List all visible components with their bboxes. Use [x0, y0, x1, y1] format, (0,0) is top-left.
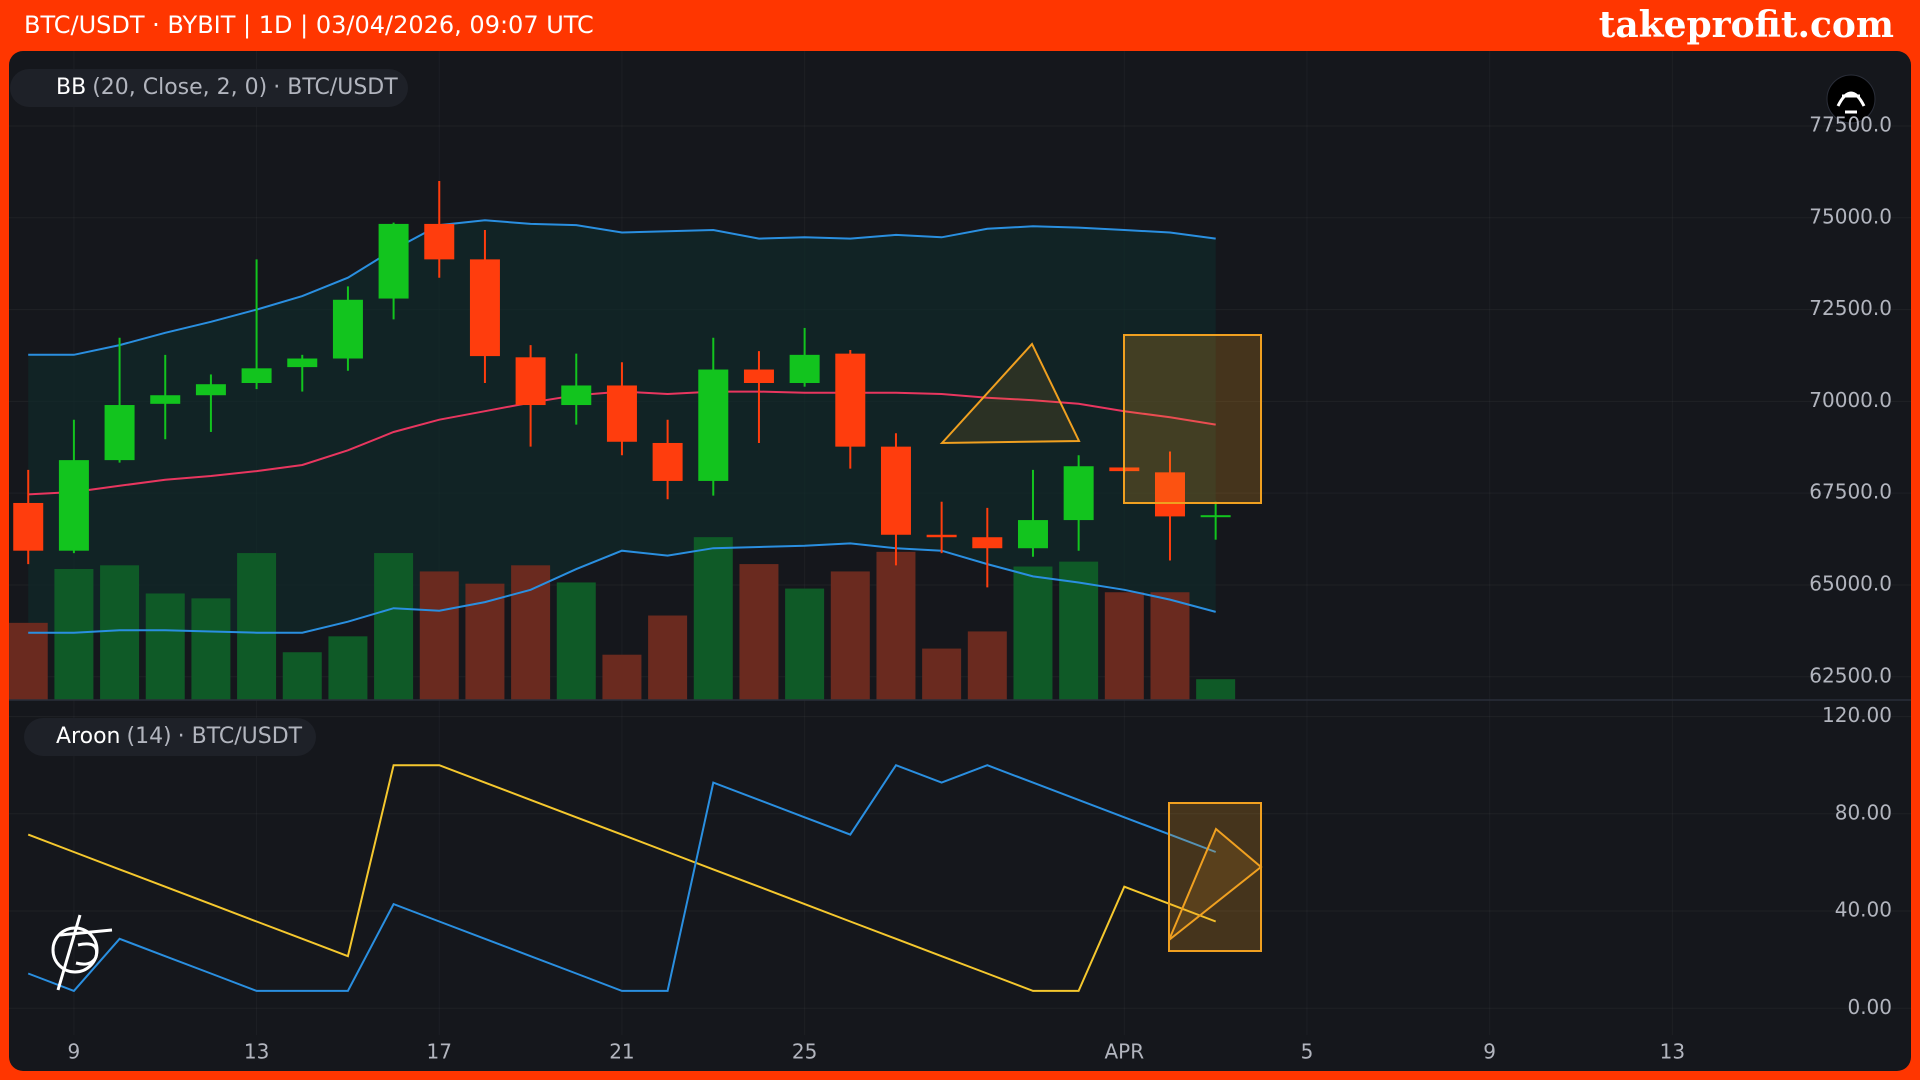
candle-body	[241, 368, 272, 384]
rectangle-drawing	[1168, 802, 1262, 952]
candle-body	[880, 446, 911, 535]
volume-bar	[100, 565, 140, 700]
y-tick-label: 0.00	[1847, 995, 1892, 1019]
brand: takeprofit.com	[1599, 4, 1894, 46]
legend-params: (20, Close, 2, 0)	[92, 75, 267, 100]
legend: Aroon (14) · BTC/USDT	[56, 724, 303, 749]
candle-body	[926, 534, 957, 538]
candle-body	[743, 369, 774, 384]
volume-bar	[282, 652, 322, 700]
candle-body	[561, 385, 592, 406]
volume-bar	[739, 564, 779, 700]
rectangle-drawing	[1123, 334, 1262, 504]
icon-glyph	[1836, 91, 1866, 114]
icon-circle	[1826, 74, 1876, 124]
volume-bar	[922, 648, 962, 700]
triangle-drawing	[1168, 827, 1263, 941]
legend-params: (14)	[126, 724, 171, 749]
legend-symbol: · BTC/USDT	[273, 75, 398, 100]
legend-pill	[10, 69, 408, 107]
triangle-drawing	[939, 342, 1081, 445]
candle-body	[469, 259, 500, 357]
bb-line	[28, 219, 1216, 356]
x-tick-label: 21	[609, 1040, 634, 1064]
volume-bar	[830, 571, 870, 700]
volume-bar	[967, 631, 1007, 700]
volume-bar	[1150, 592, 1190, 700]
x-tick-label: 25	[792, 1040, 817, 1064]
candle-body	[1154, 472, 1185, 517]
volume-bar	[419, 571, 459, 700]
legend-symbol: · BTC/USDT	[178, 724, 303, 749]
x-tick-label: 17	[427, 1040, 452, 1064]
aroon-line	[27, 764, 1217, 992]
candle-body	[58, 460, 89, 551]
y-tick-label: 75000.0	[1809, 204, 1892, 228]
volume-bar	[328, 636, 368, 700]
top-icon	[1826, 74, 1876, 124]
candle-body	[150, 395, 181, 404]
bb-line	[28, 542, 1216, 634]
y-tick-label: 65000.0	[1809, 571, 1892, 595]
volume-bar	[1013, 566, 1053, 700]
header-title: BTC/USDT · BYBIT | 1D | 03/04/2026, 09:0…	[24, 11, 594, 39]
volume-bar	[785, 588, 825, 700]
candle-body	[1200, 515, 1231, 518]
candle-body	[515, 357, 546, 406]
volume-bar	[511, 565, 551, 700]
volume-bar	[556, 582, 596, 700]
x-tick-label: 9	[1483, 1040, 1496, 1064]
volume-bar	[374, 553, 414, 700]
volume-bar	[648, 615, 688, 700]
y-tick-label: 120.00	[1822, 703, 1892, 727]
y-tick-label: 72500.0	[1809, 296, 1892, 320]
volume-bar	[54, 568, 94, 700]
candle-body	[698, 369, 729, 481]
x-tick-label: 13	[244, 1040, 269, 1064]
aroon-line	[27, 763, 1217, 993]
logo-glyph	[56, 914, 113, 991]
candle-body	[332, 299, 363, 359]
x-tick-label: 13	[1660, 1040, 1685, 1064]
y-tick-label: 67500.0	[1809, 480, 1892, 504]
candle-body	[1017, 520, 1048, 549]
candle-body	[378, 223, 409, 299]
candle-body	[104, 405, 135, 461]
candle-body	[424, 223, 455, 260]
x-tick-label: 5	[1301, 1040, 1314, 1064]
plot	[9, 125, 1911, 1009]
logo	[51, 914, 113, 991]
candle-body	[789, 354, 820, 384]
candle-body	[972, 537, 1003, 549]
candle-body	[652, 442, 683, 481]
volume-bar	[693, 537, 733, 700]
volume-bar	[876, 551, 916, 700]
candle-body	[835, 353, 866, 447]
volume-bar	[237, 553, 277, 700]
drawings	[939, 334, 1263, 952]
candle-body	[606, 385, 637, 442]
candle-body	[195, 384, 226, 396]
volume-bar	[1104, 592, 1144, 700]
legend: BB (20, Close, 2, 0) · BTC/USDT	[56, 75, 398, 100]
volume-bar	[9, 622, 48, 700]
x-tick-label: 9	[68, 1040, 81, 1064]
y-tick-label: 62500.0	[1809, 663, 1892, 687]
candle-body	[1063, 466, 1094, 521]
y-tick-label: 40.00	[1835, 898, 1892, 922]
volume-bar	[145, 593, 185, 700]
legend-title: BB	[56, 75, 86, 100]
candle-body	[287, 358, 318, 368]
legend-pill	[24, 718, 316, 756]
y-tick-label: 70000.0	[1809, 388, 1892, 412]
y-tick-label: 77500.0	[1809, 112, 1892, 136]
volume-bar	[602, 654, 642, 700]
candle-body	[13, 502, 44, 551]
volume-bar	[1196, 679, 1236, 700]
legend-title: Aroon	[56, 724, 120, 749]
y-tick-label: 80.00	[1835, 800, 1892, 824]
volume-bar	[191, 598, 231, 700]
x-tick-label: APR	[1104, 1040, 1144, 1064]
